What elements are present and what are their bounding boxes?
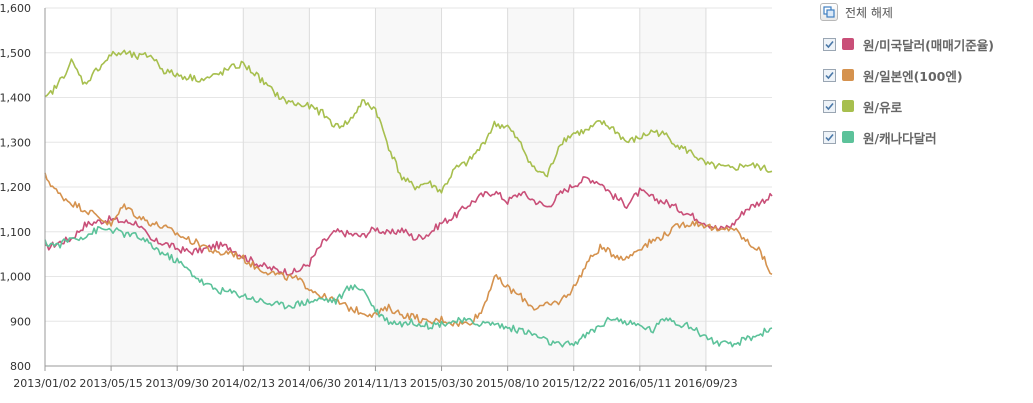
chart-series-lines: [44, 49, 773, 348]
deselect-all-label: 전체 해제: [845, 5, 893, 20]
line-chart: 1,600 1,500 1,400 1,300 1,200 1,100 1,000 900 80…: [0, 2, 773, 390]
x-tick-label: 2014/02/13: [212, 377, 275, 390]
legend-label-jpy: 원/일본엔(100엔): [863, 68, 963, 84]
legend-item-jpy[interactable]: 원/일본엔(100엔): [823, 67, 963, 84]
chart-axes: [44, 8, 772, 371]
x-tick-label: 2016/09/23: [674, 377, 737, 390]
legend-swatch-eur: [842, 100, 854, 112]
x-tick-label: 2013/05/15: [79, 377, 142, 390]
checkmark-icon[interactable]: [823, 130, 836, 144]
legend-swatch-usd: [842, 38, 854, 50]
legend-label-eur: 원/유로: [863, 99, 903, 115]
legend-item-eur[interactable]: 원/유로: [823, 98, 903, 115]
checkmark-icon[interactable]: [823, 37, 836, 51]
deselect-all-button[interactable]: 전체 해제: [820, 2, 893, 22]
x-axis-tick-labels: 2013/01/02 2013/05/15 2013/09/30 2014/02/13…: [13, 377, 737, 390]
checkmark-icon[interactable]: [823, 99, 836, 113]
x-tick-label: 2016/05/11: [608, 377, 671, 390]
y-tick-label: 1,200: [0, 181, 31, 194]
y-tick-label: 1,400: [0, 92, 31, 105]
y-tick-label: 1,000: [0, 271, 31, 284]
legend-label-usd: 원/미국달러(매매기준율): [863, 37, 994, 53]
legend-swatch-cad: [842, 131, 854, 143]
x-tick-label: 2015/12/22: [542, 377, 605, 390]
y-axis-tick-labels: 1,600 1,500 1,400 1,300 1,200 1,100 1,000 900 80…: [0, 2, 31, 373]
x-tick-label: 2014/11/13: [344, 377, 407, 390]
x-tick-label: 2013/09/30: [145, 377, 208, 390]
y-tick-label: 1,600: [0, 2, 31, 15]
y-tick-label: 1,300: [0, 136, 31, 149]
x-tick-label: 2013/01/02: [13, 377, 76, 390]
y-tick-label: 900: [10, 315, 31, 328]
series-line-1: [44, 172, 773, 328]
y-tick-label: 800: [10, 360, 31, 373]
checkmark-icon[interactable]: [823, 68, 836, 82]
series-line-2: [44, 49, 773, 194]
legend-item-usd[interactable]: 원/미국달러(매매기준율): [823, 36, 994, 53]
legend-swatch-jpy: [842, 69, 854, 81]
legend-label-cad: 원/캐나다달러: [863, 130, 937, 146]
copy-icon[interactable]: [820, 3, 838, 21]
series-line-3: [44, 226, 773, 348]
x-tick-label: 2014/06/30: [278, 377, 341, 390]
x-tick-label: 2015/08/10: [476, 377, 539, 390]
legend-item-cad[interactable]: 원/캐나다달러: [823, 129, 937, 146]
y-tick-label: 1,100: [0, 226, 31, 239]
y-tick-label: 1,500: [0, 47, 31, 60]
x-tick-label: 2015/03/30: [410, 377, 473, 390]
series-line-0: [44, 176, 773, 276]
